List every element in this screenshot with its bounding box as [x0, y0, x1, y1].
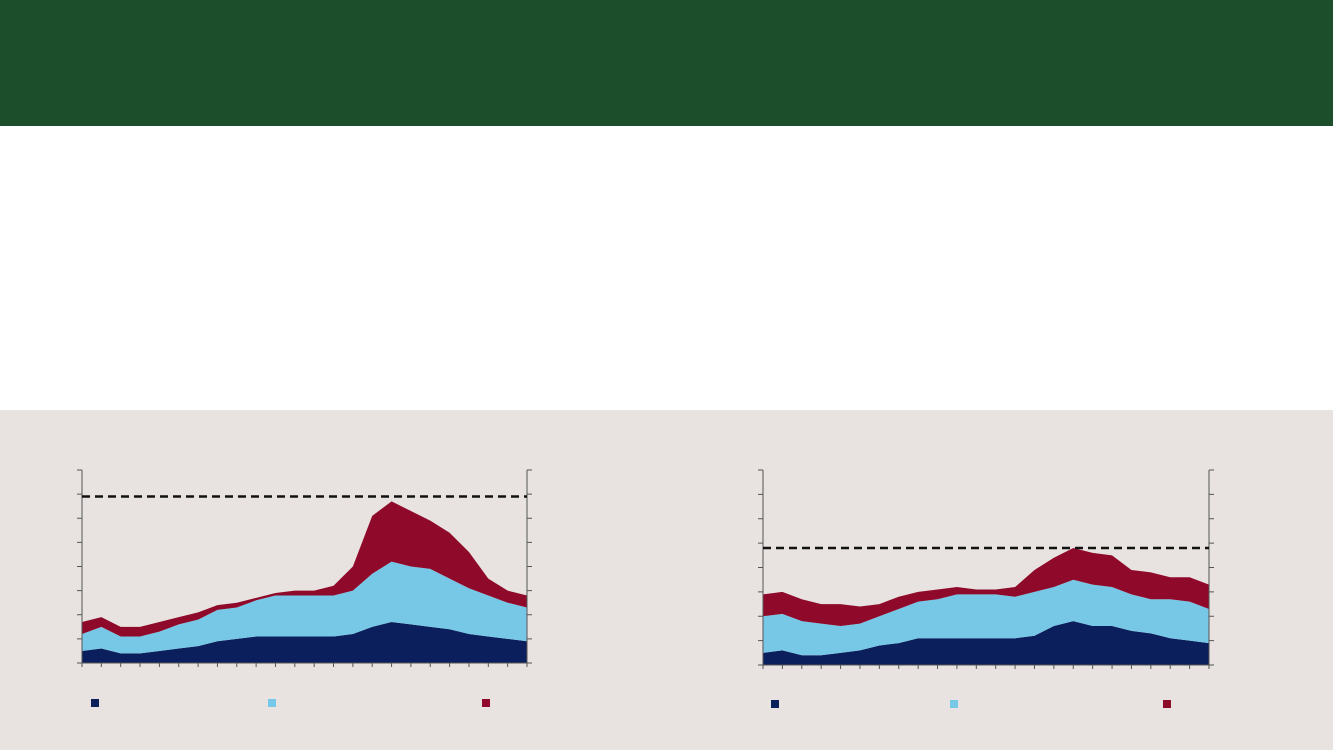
area [763, 621, 1209, 665]
legend-marker [268, 699, 276, 707]
area [82, 561, 527, 654]
text-area [0, 126, 1333, 410]
legend-marker [950, 700, 958, 708]
legend-marker [91, 699, 99, 707]
area [763, 548, 1209, 626]
area [82, 501, 527, 637]
area [763, 579, 1209, 656]
legend-marker [482, 699, 490, 707]
header-bar [0, 0, 1333, 126]
legend-marker [1163, 700, 1171, 708]
area [82, 621, 527, 663]
legend-marker [771, 700, 779, 708]
